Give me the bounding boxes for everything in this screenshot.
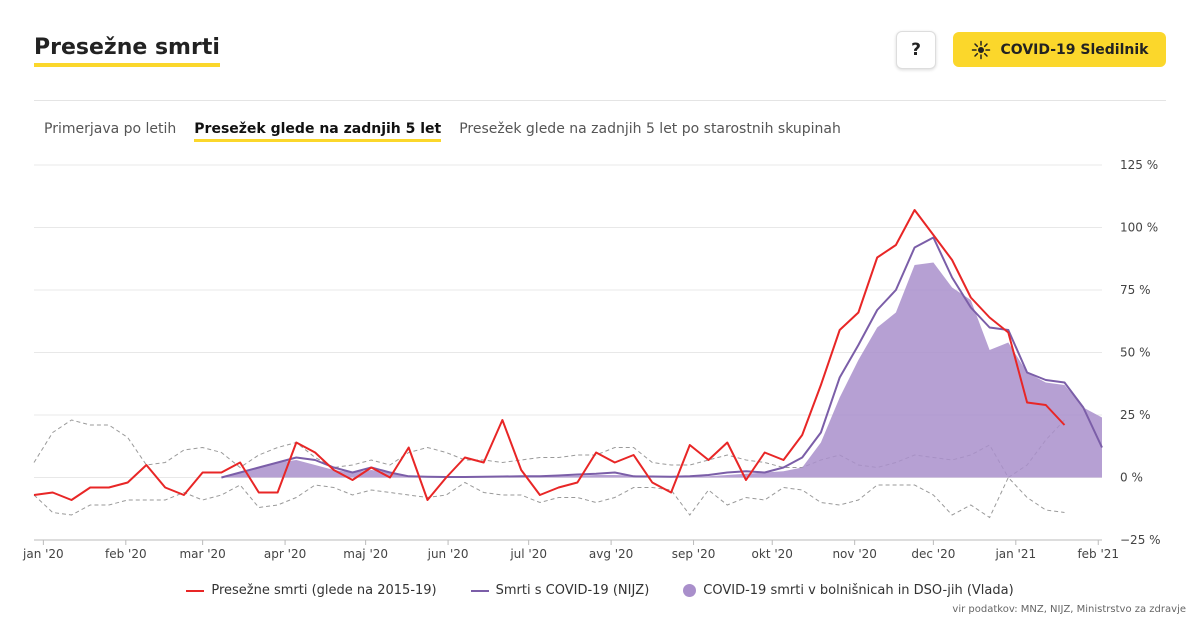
y-tick-label: 125 % <box>1120 158 1158 172</box>
x-tick-label: feb '21 <box>1077 547 1119 561</box>
y-tick-label: 100 % <box>1120 221 1158 235</box>
tab-excess-age-groups[interactable]: Presežek glede na zadnjih 5 let po staro… <box>459 121 841 137</box>
x-tick-label: okt '20 <box>752 547 793 561</box>
chart-legend: Presežne smrti (glede na 2015-19) Smrti … <box>0 583 1200 598</box>
line-covid-nijz <box>221 236 1103 479</box>
y-tick-label: 75 % <box>1120 283 1151 297</box>
area-covid-hospitals <box>221 262 1102 478</box>
x-tick-label: jan '21 <box>994 547 1036 561</box>
x-tick-label: sep '20 <box>672 547 716 561</box>
legend-label: COVID-19 smrti v bolnišnicah in DSO-jih … <box>703 583 1014 598</box>
band-line <box>33 476 1065 519</box>
help-button[interactable]: ? <box>896 31 936 69</box>
x-tick-label: mar '20 <box>179 547 225 561</box>
legend-swatch-line <box>470 589 489 592</box>
y-tick-label: 25 % <box>1120 408 1151 422</box>
covid-tracker-button[interactable]: COVID-19 Sledilnik <box>953 32 1166 67</box>
excess-deaths-chart: −25 % 0 % 25 % 50 % 75 % 100 % 125 % jan '20 feb… <box>22 158 1161 561</box>
x-tick-label: feb '20 <box>105 547 147 561</box>
virus-icon <box>971 40 990 59</box>
y-tick-label: 0 % <box>1120 471 1143 485</box>
x-tick-label: nov '20 <box>832 547 876 561</box>
tracker-label: COVID-19 Sledilnik <box>1000 41 1149 58</box>
legend-label: Smrti s COVID-19 (NIJZ) <box>495 583 650 598</box>
legend-label: Presežne smrti (glede na 2015-19) <box>211 583 437 598</box>
header-divider <box>34 100 1166 101</box>
legend-swatch-line <box>186 589 205 592</box>
legend-swatch-dot <box>683 584 697 597</box>
y-tick-label: −25 % <box>1120 533 1161 547</box>
page-title: Presežne smrti <box>34 34 220 67</box>
chart-tabs: Primerjava po letih Presežek glede na za… <box>44 119 841 142</box>
tab-excess-5-years[interactable]: Presežek glede na zadnjih 5 let <box>194 119 442 142</box>
line-excess-deaths <box>33 209 1066 501</box>
tab-yearly-comparison[interactable]: Primerjava po letih <box>44 121 177 137</box>
x-tick-label: dec '20 <box>911 547 955 561</box>
x-tick-label: jul '20 <box>509 547 547 561</box>
legend-item-hospitals[interactable]: COVID-19 smrti v bolnišnicah in DSO-jih … <box>683 583 1014 598</box>
x-tick-label: avg '20 <box>589 547 633 561</box>
x-tick-label: maj '20 <box>343 547 388 561</box>
data-source: vir podatkov: MNZ, NIJZ, Ministrstvo za … <box>952 604 1186 615</box>
legend-item-excess[interactable]: Presežne smrti (glede na 2015-19) <box>186 583 437 598</box>
x-tick-label: apr '20 <box>264 547 306 561</box>
y-tick-label: 50 % <box>1120 346 1151 360</box>
legend-item-nijz[interactable]: Smrti s COVID-19 (NIJZ) <box>470 583 650 598</box>
x-tick-label: jun '20 <box>427 547 469 561</box>
x-tick-label: jan '20 <box>22 547 64 561</box>
